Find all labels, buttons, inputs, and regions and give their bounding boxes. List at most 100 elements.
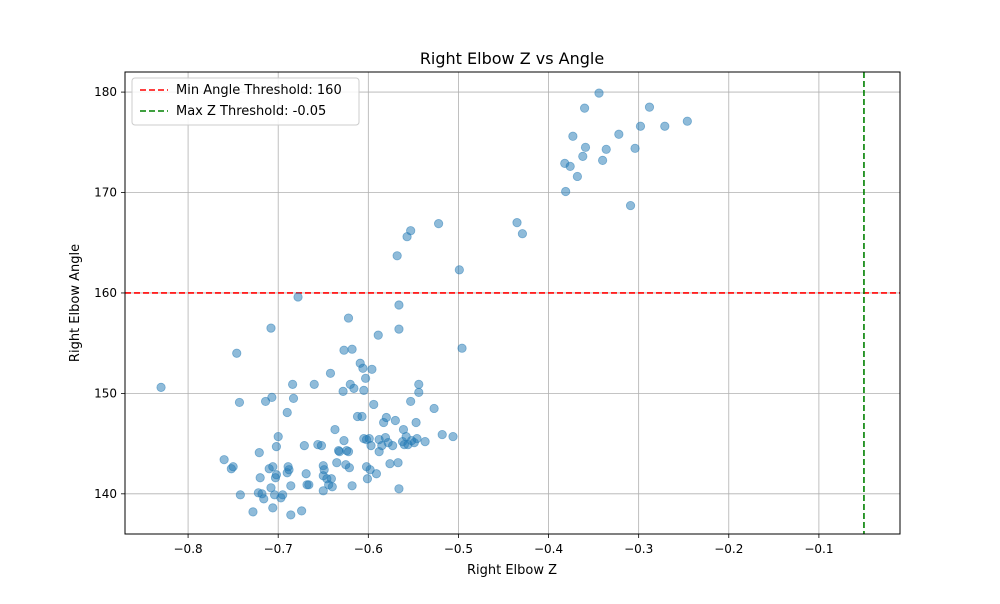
data-point: [286, 481, 296, 491]
data-point: [273, 431, 283, 442]
data-point: [338, 386, 348, 396]
legend-entry-label: Min Angle Threshold: 160: [176, 83, 342, 98]
data-point: [266, 323, 276, 333]
data-point: [392, 251, 402, 261]
data-point: [411, 417, 421, 428]
data-point: [635, 121, 646, 131]
data-point: [344, 463, 354, 473]
data-point: [325, 368, 336, 378]
data-point: [578, 151, 588, 161]
x-tick-label: −0.8: [174, 542, 203, 556]
data-point: [304, 480, 314, 490]
data-point: [373, 330, 383, 340]
data-point: [288, 379, 298, 389]
data-point: [660, 121, 670, 131]
data-point: [630, 143, 640, 153]
data-point: [393, 458, 403, 468]
data-point: [319, 465, 329, 475]
data-point: [282, 407, 292, 418]
data-point: [330, 424, 340, 435]
data-point: [367, 364, 377, 374]
data-point: [385, 459, 395, 469]
data-point: [457, 343, 467, 353]
data-points: [156, 88, 692, 520]
data-point: [568, 131, 578, 141]
data-point: [406, 396, 416, 407]
data-point: [228, 462, 238, 472]
data-point: [414, 379, 424, 389]
x-tick-label: −0.7: [264, 542, 293, 556]
x-axis-label: Right Elbow Z: [467, 563, 557, 578]
data-point: [572, 171, 582, 182]
data-point: [235, 490, 245, 500]
data-point: [234, 397, 245, 408]
data-point: [254, 448, 264, 458]
data-point: [433, 219, 444, 229]
data-point: [255, 473, 265, 483]
legend-entry-label: Max Z Threshold: -0.05: [176, 104, 326, 119]
y-tick-label: 160: [94, 286, 117, 300]
data-point: [309, 379, 319, 389]
data-point: [278, 490, 288, 500]
data-point: [271, 470, 281, 480]
data-point: [561, 186, 571, 197]
chart-title: Right Elbow Z vs Angle: [420, 49, 604, 68]
data-point: [394, 324, 404, 334]
threshold-lines: [125, 72, 900, 534]
x-tick-label: −0.2: [714, 542, 743, 556]
data-point: [682, 116, 692, 126]
plot-area-frame: [124, 71, 901, 535]
data-point: [232, 348, 242, 358]
data-point: [420, 436, 430, 447]
data-point: [644, 102, 655, 112]
grid: [125, 72, 900, 534]
data-point: [326, 474, 336, 484]
data-point: [580, 142, 591, 152]
data-point: [512, 218, 522, 228]
data-point: [429, 403, 439, 414]
data-point: [406, 226, 416, 236]
y-tick-label: 180: [94, 85, 117, 99]
data-point: [594, 88, 604, 98]
data-point: [565, 161, 575, 172]
data-point: [332, 458, 342, 468]
data-point: [293, 292, 303, 302]
data-point: [343, 447, 354, 457]
data-point: [318, 486, 328, 496]
data-point: [625, 200, 636, 211]
data-point: [371, 469, 382, 479]
data-point: [412, 433, 422, 444]
data-point: [301, 469, 311, 479]
y-axis-label: Right Elbow Angle: [68, 244, 83, 362]
data-point: [248, 507, 258, 517]
data-point: [448, 431, 458, 442]
data-point: [284, 465, 294, 475]
x-tick-label: −0.4: [534, 542, 563, 556]
data-point: [601, 144, 611, 154]
data-point: [299, 441, 309, 451]
x-axis-ticks: −0.8 −0.7 −0.6 −0.5 −0.4 −0.3 −0.2 −0.1: [174, 534, 833, 556]
data-point: [297, 506, 307, 516]
data-point: [357, 411, 367, 422]
data-point: [390, 415, 400, 426]
y-tick-label: 150: [94, 386, 117, 400]
data-point: [219, 455, 229, 465]
data-point: [394, 300, 404, 310]
data-point: [369, 399, 379, 410]
data-point: [339, 435, 349, 446]
data-point: [394, 484, 404, 494]
y-tick-label: 170: [94, 186, 117, 200]
data-point: [339, 345, 349, 355]
legend: Min Angle Threshold: 160 Max Z Threshold:…: [131, 77, 360, 126]
data-point: [361, 373, 371, 383]
x-tick-label: −0.1: [804, 542, 833, 556]
data-point: [362, 474, 373, 484]
data-point: [286, 510, 296, 520]
data-point: [347, 481, 357, 491]
data-point: [327, 482, 337, 492]
data-point: [454, 265, 464, 275]
data-point: [437, 429, 447, 440]
data-point: [358, 363, 368, 373]
